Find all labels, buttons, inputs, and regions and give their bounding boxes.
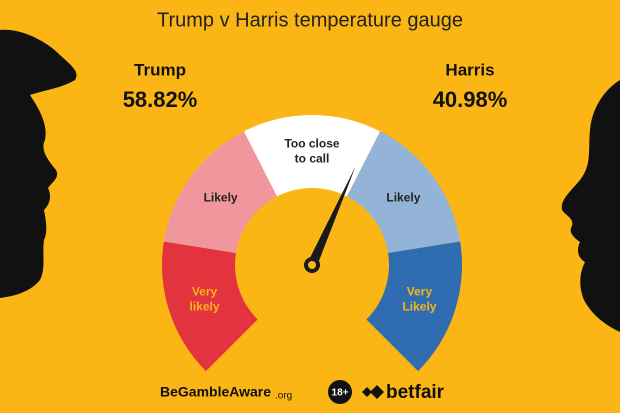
segment-label-line: Likely xyxy=(386,191,420,205)
segment-label-line: Too close xyxy=(284,137,339,151)
gamble-aware-suffix: .org xyxy=(275,391,292,402)
gauge-segment xyxy=(346,131,461,253)
brand: betfair xyxy=(386,382,445,403)
segment-label-line: Very xyxy=(407,285,433,299)
silhouette-right xyxy=(561,80,620,332)
segment-label-line: Very xyxy=(192,285,218,299)
gauge-segment xyxy=(243,115,381,197)
segment-label-line: to call xyxy=(295,152,330,166)
candidate-name: Harris xyxy=(445,60,494,79)
candidates: Trump 58.82% Harris 40.98% xyxy=(123,60,508,111)
age-badge xyxy=(328,380,352,404)
age-text: 18+ xyxy=(332,388,349,399)
segment-label: Very likely xyxy=(190,285,220,314)
segment-label: Very Likely xyxy=(402,285,436,314)
segment-label: Likely xyxy=(204,191,238,205)
candidate-percent: 58.82% xyxy=(123,87,198,112)
segment-label: Likely xyxy=(386,191,420,205)
candidate-percent: 40.98% xyxy=(433,87,508,112)
silhouette-left xyxy=(0,29,77,299)
needle xyxy=(307,166,356,268)
gauge-segment xyxy=(163,131,278,253)
gauge-segment xyxy=(366,241,462,372)
gauge-segment xyxy=(162,241,258,372)
segment-label-line: Likely xyxy=(204,191,238,205)
brand-icon xyxy=(362,385,384,399)
segment-label: Too close to call xyxy=(284,137,339,166)
candidate-name: Trump xyxy=(134,60,186,79)
segment-label-line: likely xyxy=(190,300,220,314)
segment-label-line: Likely xyxy=(402,300,436,314)
chart-title: Trump v Harris temperature gauge xyxy=(157,9,463,31)
gamble-aware: BeGambleAware xyxy=(160,384,271,400)
needle-hub-inner xyxy=(308,261,316,269)
